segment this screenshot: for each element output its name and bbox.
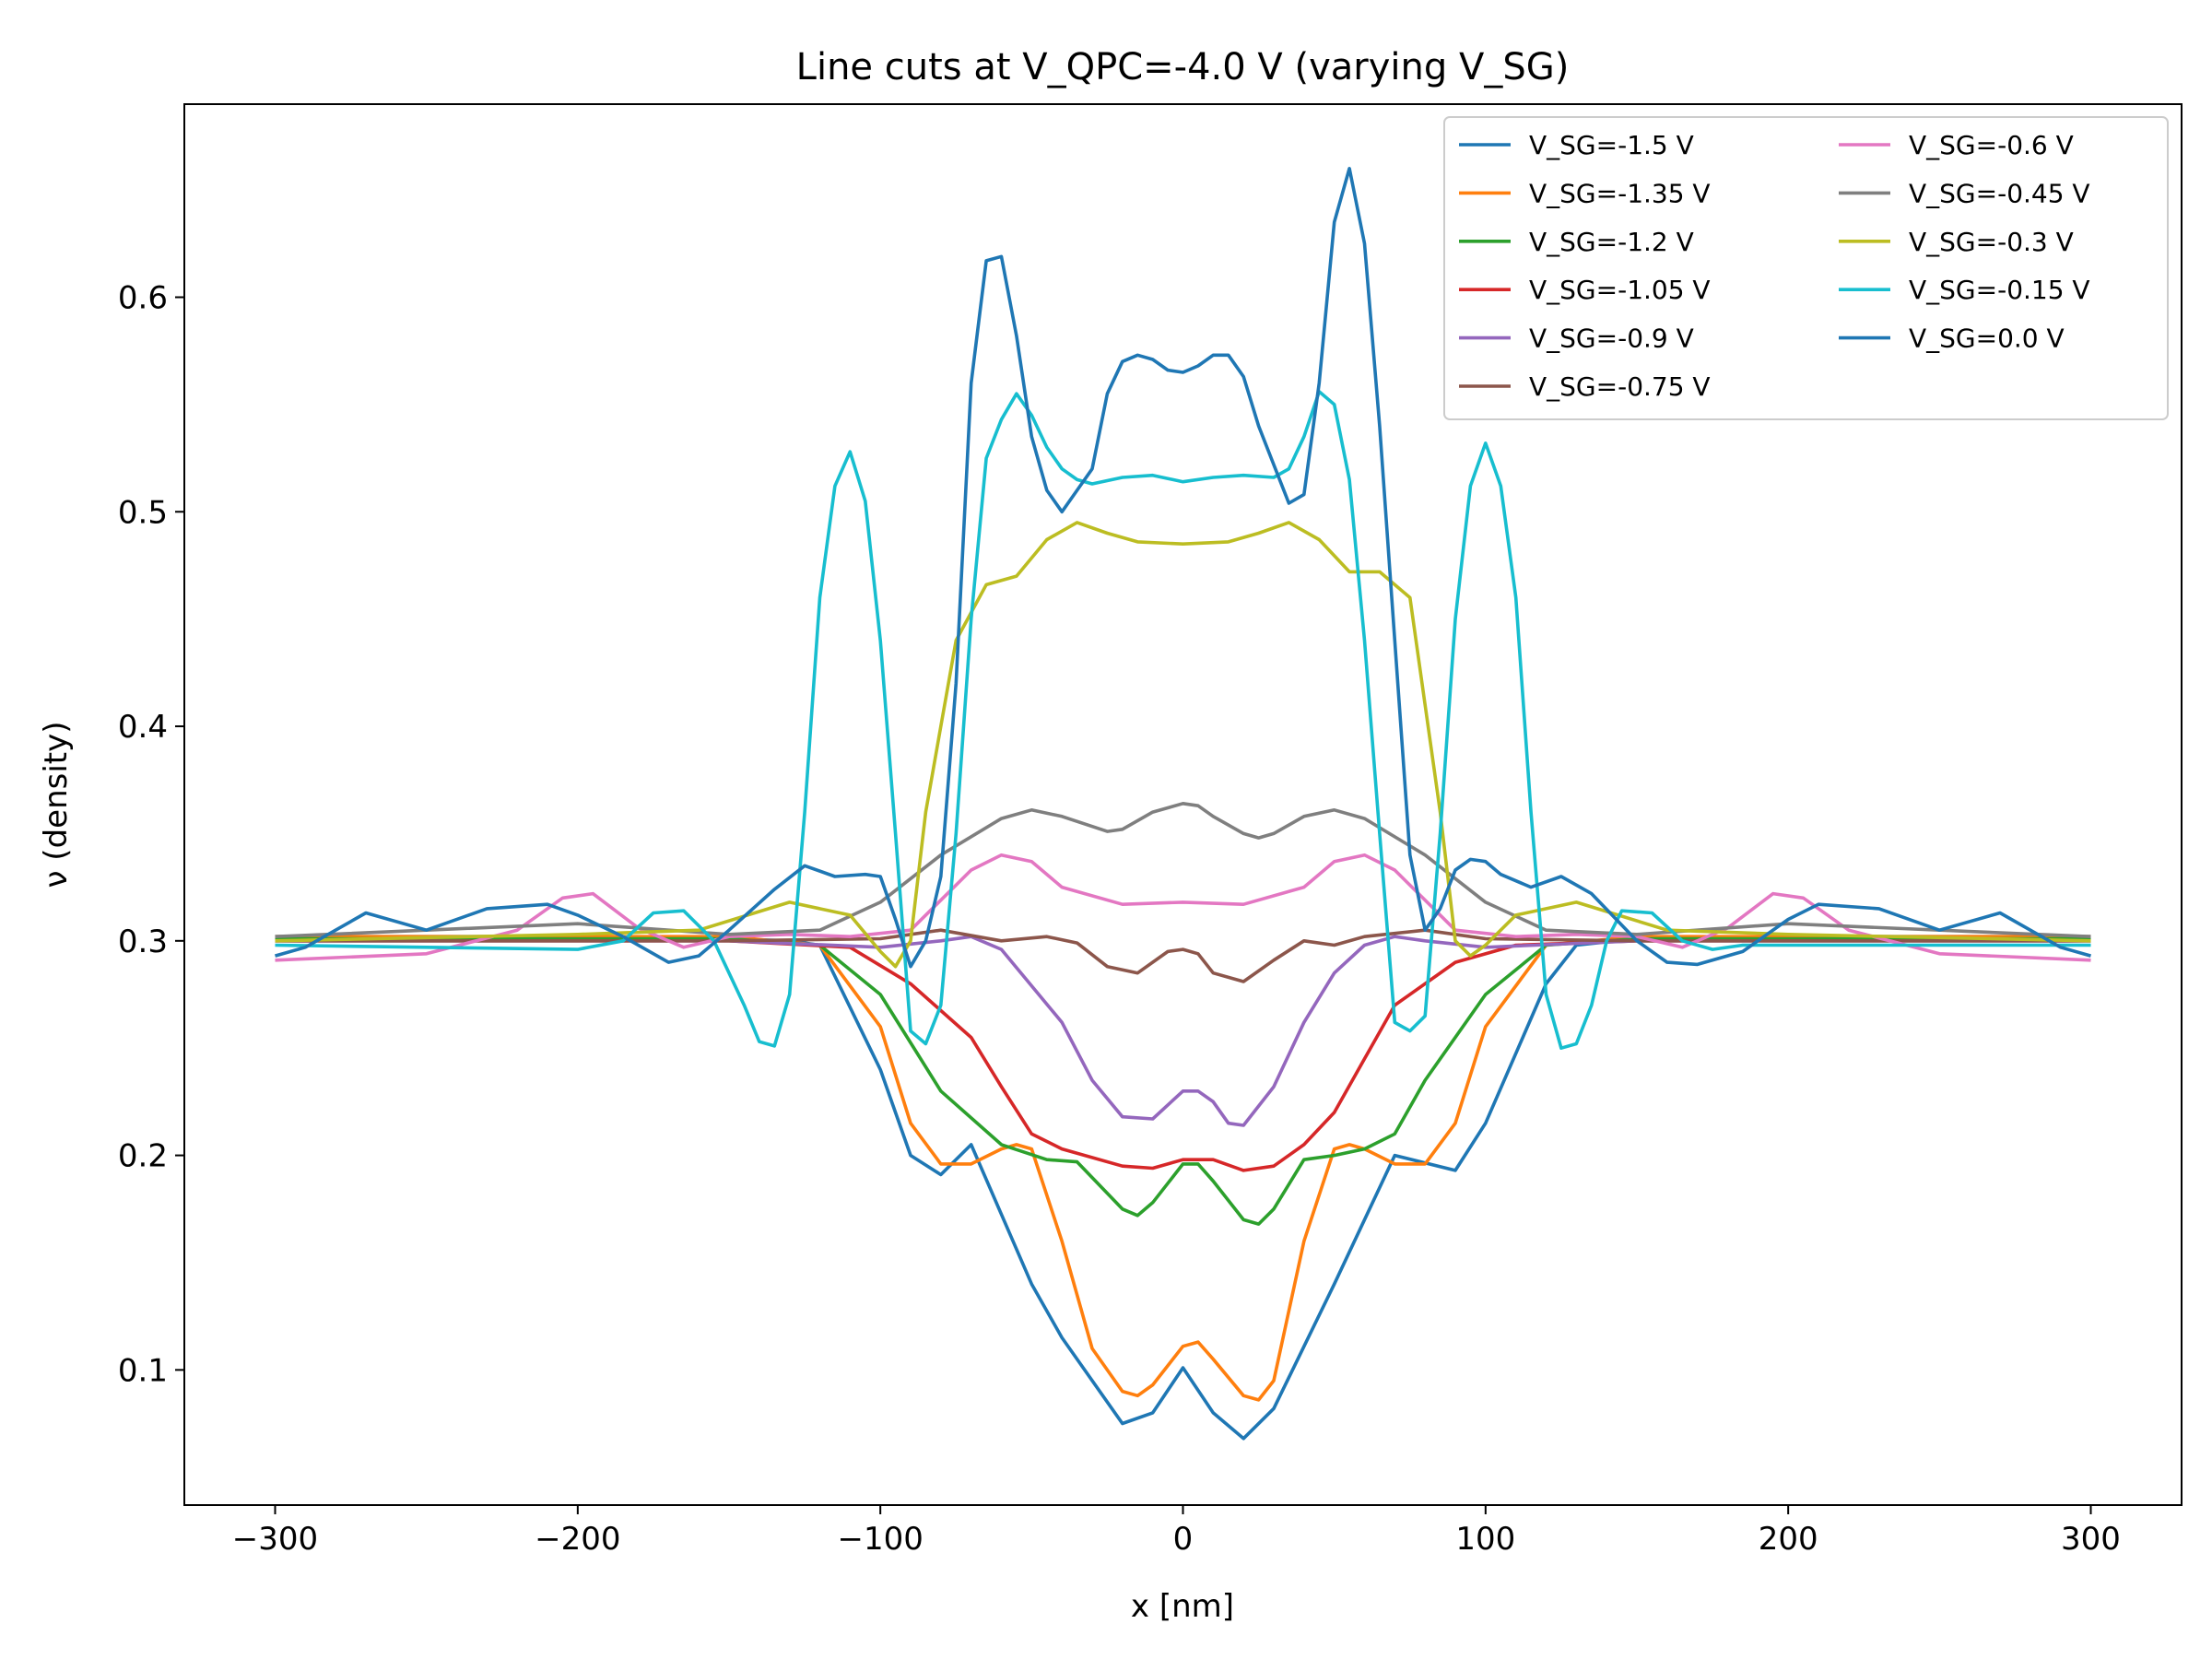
series-line-9 [275,390,2091,1050]
legend-label: V_SG=-1.2 V [1529,227,1694,257]
x-tick-label: −100 [837,1521,923,1558]
x-tick-label: −200 [535,1521,620,1558]
x-axis-label: x [nm] [1131,1588,1234,1625]
x-tick-label: 300 [2061,1521,2121,1558]
x-tick-label: 0 [1173,1521,1194,1558]
legend-label: V_SG=-0.75 V [1529,371,1711,402]
series-line-0 [275,935,2091,1441]
legend-label: V_SG=-1.05 V [1529,275,1711,305]
plot-lines [275,167,2091,1441]
series-line-4 [275,935,2091,1127]
series-line-2 [275,936,2091,1226]
series-line-6 [275,853,2091,962]
series-line-10 [275,167,2091,969]
legend-label: V_SG=0.0 V [1909,324,2065,354]
y-tick-label: 0.4 [118,709,168,746]
y-axis-label: ν (density) [38,722,75,888]
legend-label: V_SG=-0.3 V [1909,227,2074,257]
x-tick-label: −300 [232,1521,318,1558]
legend-label: V_SG=-0.15 V [1909,275,2090,305]
chart-title: Line cuts at V_QPC=-4.0 V (varying V_SG) [796,46,1570,88]
y-tick-label: 0.6 [118,279,168,316]
legend-label: V_SG=-0.9 V [1529,324,1694,354]
y-tick-label: 0.3 [118,924,168,960]
x-tick-label: 200 [1759,1521,1818,1558]
y-tick-label: 0.5 [118,494,168,531]
y-axis: 0.1 0.2 0.3 0.4 0.5 0.6 [118,279,184,1389]
y-tick-label: 0.1 [118,1352,168,1389]
series-line-3 [275,938,2091,1172]
y-tick-label: 0.2 [118,1138,168,1175]
x-axis: −300 −200 −100 0 100 200 300 [232,1505,2121,1558]
legend-label: V_SG=-0.6 V [1909,130,2074,160]
legend-label: V_SG=-1.5 V [1529,130,1694,160]
series-line-1 [275,935,2091,1402]
legend-label: V_SG=-0.45 V [1909,178,2090,208]
x-tick-label: 100 [1455,1521,1515,1558]
legend-label: V_SG=-1.35 V [1529,178,1711,208]
series-line-5 [275,928,2091,983]
series-line-8 [275,521,2091,969]
legend: V_SG=-1.5 V V_SG=-1.35 V V_SG=-1.2 V V_SG=-… [1443,116,2169,420]
legend-box [1443,116,2169,420]
